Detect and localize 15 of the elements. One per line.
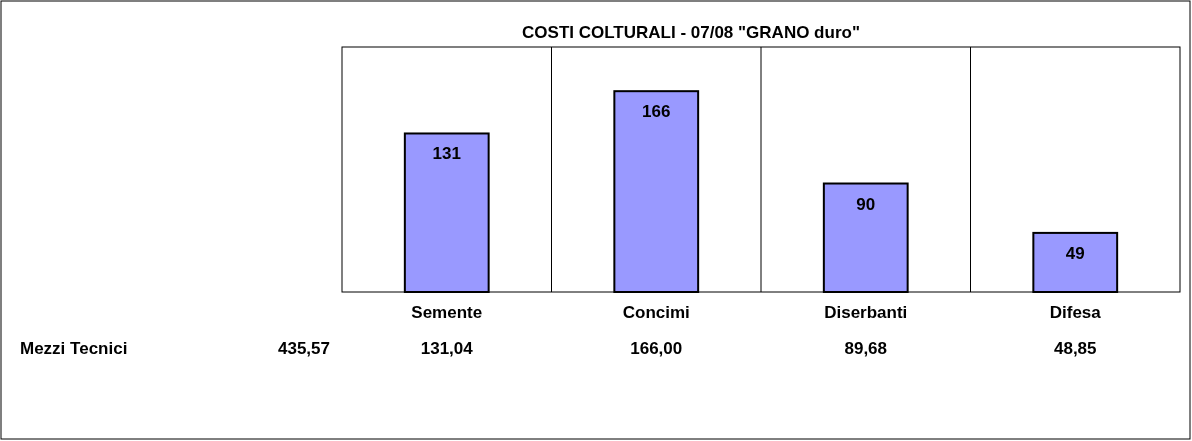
text: 166,00	[630, 339, 683, 358]
data-label: 90	[856, 194, 876, 214]
text: 89,68	[844, 339, 888, 358]
data-label: 49	[1065, 243, 1085, 263]
data-label: 166	[642, 102, 671, 122]
x-tick-label: Diserbanti	[824, 303, 908, 322]
x-tick-label: Difesa	[1049, 303, 1102, 322]
text: 435,57	[278, 339, 330, 358]
text: 48,85	[1053, 339, 1097, 358]
text: Mezzi Tecnici	[20, 339, 128, 358]
chart-title: COSTI COLTURALI - 07/08 "GRANO duro"	[522, 23, 860, 42]
data-label: 131	[432, 144, 461, 164]
x-tick-label: Semente	[411, 303, 483, 322]
x-tick-label: Concimi	[622, 303, 690, 322]
text: 131,04	[420, 339, 474, 358]
